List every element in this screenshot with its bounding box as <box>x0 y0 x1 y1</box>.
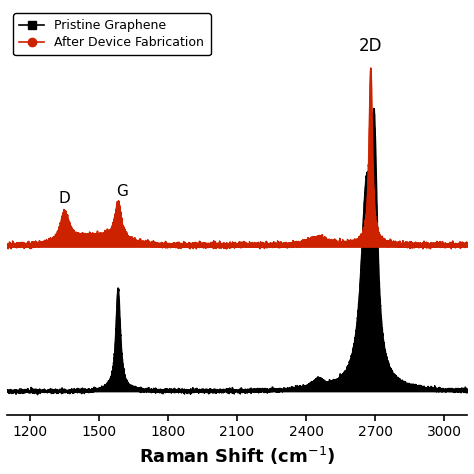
Text: D: D <box>59 191 70 206</box>
Text: G: G <box>116 184 128 199</box>
X-axis label: Raman Shift (cm$^{-1}$): Raman Shift (cm$^{-1}$) <box>139 445 335 467</box>
Legend: Pristine Graphene, After Device Fabrication: Pristine Graphene, After Device Fabricat… <box>13 13 210 55</box>
Text: 2D: 2D <box>359 36 382 55</box>
